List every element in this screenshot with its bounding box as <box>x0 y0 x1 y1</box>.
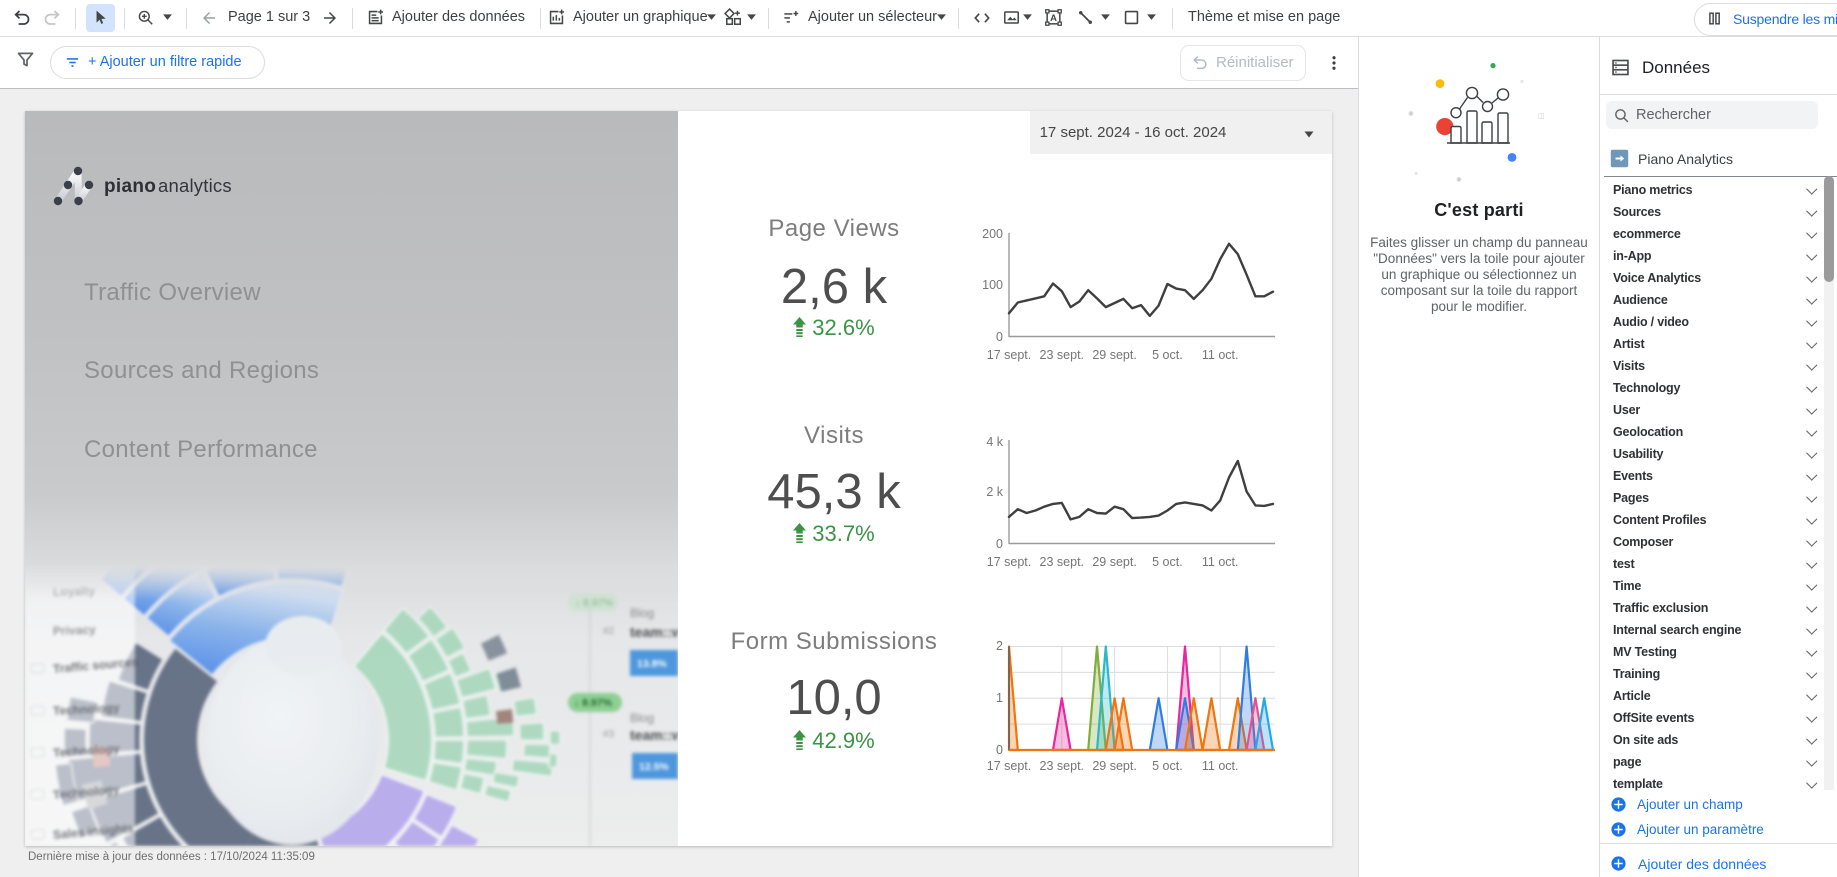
svg-text:↓ 8.97%: ↓ 8.97% <box>574 697 613 709</box>
svg-text:200: 200 <box>982 227 1003 241</box>
svg-text:13.8%: 13.8% <box>637 658 667 670</box>
svg-text:team::writ: team::writ <box>630 727 678 743</box>
svg-text:11 oct.: 11 oct. <box>1202 759 1239 773</box>
svg-text:analytics: analytics <box>158 175 232 196</box>
svg-text:Technology: Technology <box>52 782 120 802</box>
svg-text:✺: ✺ <box>1456 176 1462 184</box>
svg-text:#3: #3 <box>603 729 615 740</box>
svg-text:#2: #2 <box>603 626 615 637</box>
svg-text:◫: ◫ <box>1538 113 1545 120</box>
svg-text:11 oct.: 11 oct. <box>1202 348 1239 362</box>
svg-text:5 oct.: 5 oct. <box>1152 759 1183 773</box>
svg-text:Technology: Technology <box>53 701 120 718</box>
svg-text:×: × <box>1520 79 1524 86</box>
svg-text:0: 0 <box>996 743 1003 757</box>
svg-text:11 oct.: 11 oct. <box>1202 555 1239 569</box>
svg-text:team::writ: team::writ <box>630 624 678 640</box>
svg-text:Technology: Technology <box>53 741 121 760</box>
svg-text:1: 1 <box>996 691 1003 705</box>
svg-text:29 sept.: 29 sept. <box>1092 759 1136 773</box>
svg-text:Blog: Blog <box>630 606 654 620</box>
svg-text:5 oct.: 5 oct. <box>1152 555 1183 569</box>
svg-text:17 sept.: 17 sept. <box>987 759 1031 773</box>
svg-text:2: 2 <box>996 639 1003 653</box>
svg-text:23 sept.: 23 sept. <box>1040 759 1084 773</box>
svg-text:12.5%: 12.5% <box>639 761 669 773</box>
svg-text:0: 0 <box>996 330 1003 344</box>
svg-text:100: 100 <box>982 278 1003 292</box>
svg-text:5 oct.: 5 oct. <box>1152 348 1183 362</box>
svg-text:17 sept.: 17 sept. <box>987 348 1031 362</box>
svg-text:29 sept.: 29 sept. <box>1092 555 1136 569</box>
svg-text:×: × <box>1414 171 1418 178</box>
svg-text:23 sept.: 23 sept. <box>1040 555 1084 569</box>
svg-text:0: 0 <box>996 537 1003 551</box>
svg-text:piano: piano <box>104 176 156 197</box>
svg-text:17 sept.: 17 sept. <box>987 555 1031 569</box>
svg-text:23 sept.: 23 sept. <box>1040 348 1084 362</box>
svg-text:Blog: Blog <box>630 711 654 725</box>
svg-text:2 k: 2 k <box>986 485 1003 499</box>
svg-text:4 k: 4 k <box>986 435 1003 449</box>
svg-text:A: A <box>1050 13 1057 24</box>
svg-text:29 sept.: 29 sept. <box>1092 348 1136 362</box>
svg-text:✺: ✺ <box>1408 110 1414 118</box>
svg-text:Privacy: Privacy <box>53 623 96 638</box>
